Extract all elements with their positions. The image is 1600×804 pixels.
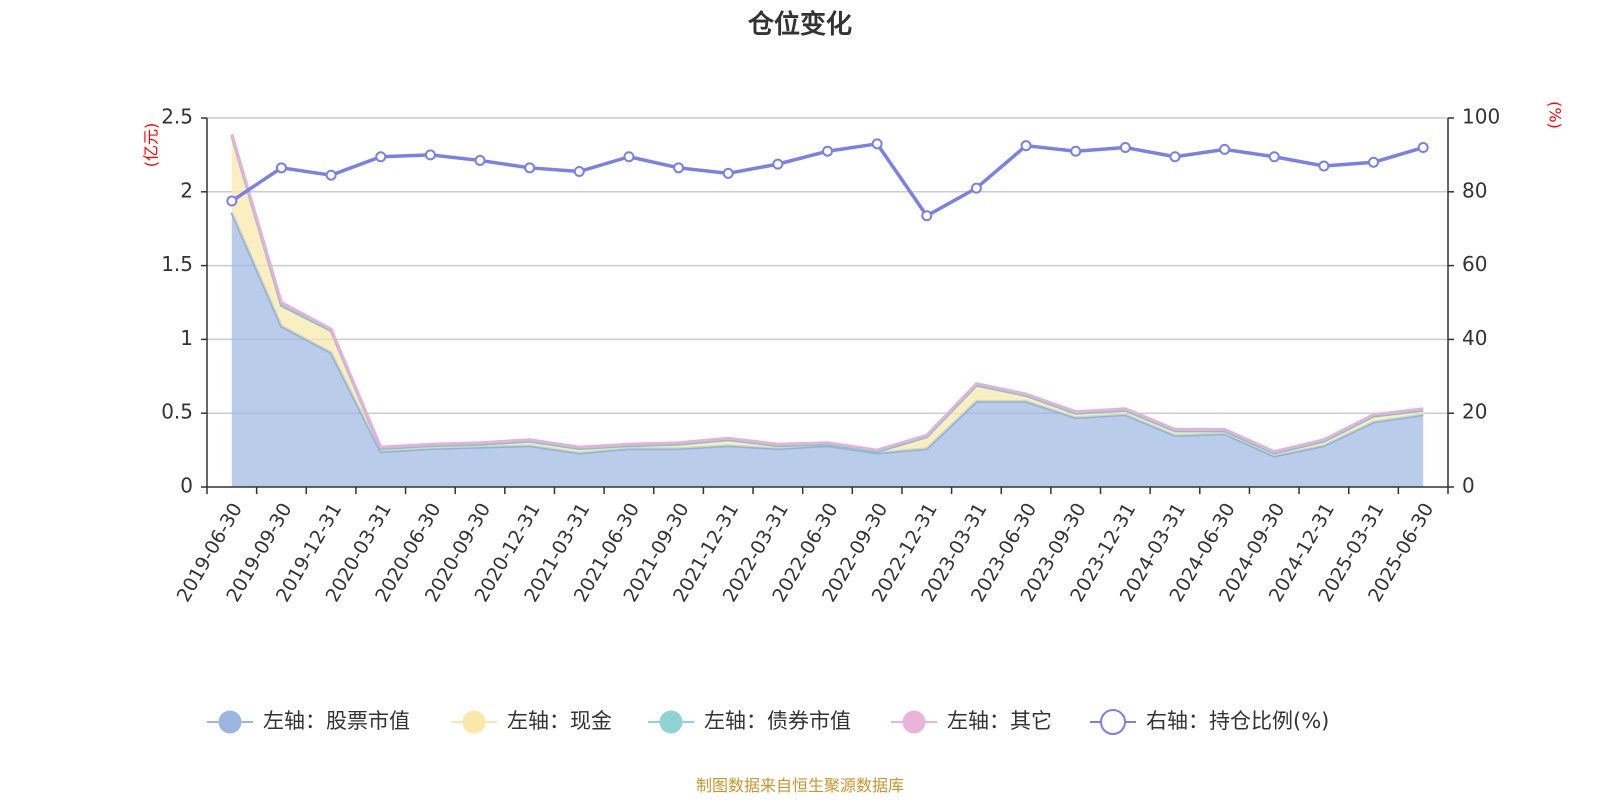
right-axis-unit: (%) — [1546, 101, 1565, 129]
legend-label: 左轴：股票市值 — [263, 709, 410, 733]
axis-layer: 00.511.522.50204060801002019-06-302019-0… — [161, 105, 1500, 606]
position-ratio-point — [970, 182, 982, 194]
legend-item: 左轴：债券市值 — [648, 709, 851, 734]
position-ratio-point — [1070, 145, 1082, 157]
area-series — [231, 135, 1424, 457]
area-series-line — [230, 135, 1424, 455]
legend-item: 右轴：持仓比例(%) — [1090, 709, 1329, 735]
left-axis-tick-label: 1 — [180, 326, 193, 350]
legend-label: 左轴：债券市值 — [704, 709, 851, 733]
legend-label: 右轴：持仓比例(%) — [1146, 709, 1329, 733]
position-ratio-point — [673, 162, 685, 174]
left-axis-tick-label: 0 — [180, 474, 193, 498]
legend-item: 左轴：现金 — [451, 709, 612, 734]
right-axis-tick-label: 0 — [1462, 474, 1475, 498]
area-series — [231, 212, 1424, 488]
position-ratio-point — [772, 158, 784, 170]
data-source-note: 制图数据来自恒生聚源数据库 — [696, 776, 904, 795]
position-ratio-point — [921, 210, 933, 222]
position-ratio-point — [275, 162, 287, 174]
position-ratio-point — [1169, 151, 1181, 163]
left-axis-tick-label: 0.5 — [161, 400, 193, 424]
position-ratio-point — [1020, 140, 1032, 152]
right-axis-tick-label: 80 — [1462, 178, 1487, 202]
legend-label: 左轴：现金 — [507, 709, 612, 733]
area-series — [231, 135, 1424, 454]
line-layer — [226, 138, 1429, 222]
position-ratio-point — [375, 151, 387, 163]
position-ratio-point — [325, 169, 337, 181]
right-axis-tick-label: 20 — [1462, 400, 1487, 424]
position-ratio-point — [1368, 156, 1380, 168]
position-ratio-point — [623, 151, 635, 163]
left-axis-tick-label: 1.5 — [161, 252, 193, 276]
area-series-line — [230, 133, 1424, 454]
area-series-line — [230, 135, 1424, 455]
right-axis-tick-label: 40 — [1462, 326, 1487, 350]
legend-circle-icon — [218, 710, 242, 734]
left-axis-unit: (亿元) — [142, 123, 161, 168]
position-ratio-point — [1268, 151, 1280, 163]
position-ratio-point — [822, 145, 833, 157]
right-axis-tick-label: 100 — [1462, 105, 1500, 129]
legend-item: 左轴：股票市值 — [207, 709, 410, 734]
area-series-line — [230, 211, 1424, 458]
legend-circle-icon — [902, 710, 926, 734]
legend-item: 左轴：其它 — [891, 709, 1052, 734]
legend-circle-icon — [659, 710, 683, 734]
grid-layer — [207, 117, 1448, 414]
position-ratio-point — [871, 138, 883, 150]
position-ratio-point — [1219, 143, 1231, 155]
right-axis-tick-label: 60 — [1462, 252, 1487, 276]
chart-title: 仓位变化 — [747, 9, 852, 40]
left-axis-tick-label: 2 — [180, 178, 193, 202]
left-axis-tick-label: 2.5 — [161, 105, 193, 129]
position-ratio-point — [1417, 142, 1429, 154]
legend-circle-icon — [462, 710, 486, 734]
position-ratio-point — [524, 162, 536, 174]
position-ratio-point — [1318, 160, 1330, 172]
position-ratio-point — [474, 154, 486, 166]
position-ratio-point — [226, 195, 238, 207]
legend-label: 左轴：其它 — [947, 709, 1052, 733]
area-series — [231, 134, 1424, 454]
legend: 左轴：股票市值 左轴：现金 左轴：债券市值 左轴：其它 右轴：持仓比例(%) — [207, 709, 1329, 735]
position-ratio-point — [722, 167, 734, 179]
position-ratio-point — [424, 149, 436, 161]
position-ratio-point — [1119, 142, 1131, 154]
position-ratio-point — [573, 166, 585, 178]
area-layer — [230, 133, 1424, 488]
legend-circle-icon — [1100, 709, 1126, 735]
